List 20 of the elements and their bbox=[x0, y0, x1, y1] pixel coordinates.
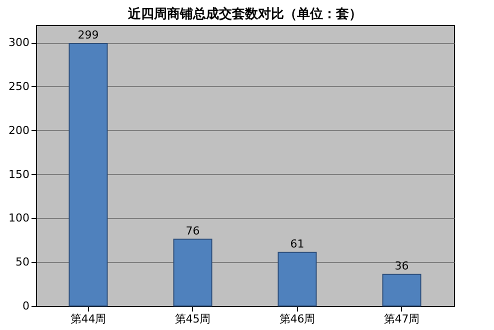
x-tick-label: 第46周 bbox=[279, 312, 316, 326]
chart-title: 近四周商铺总成交套数对比（单位：套） bbox=[127, 6, 362, 22]
y-tick-label: 250 bbox=[8, 80, 30, 93]
bar bbox=[173, 238, 212, 306]
data-label: 36 bbox=[394, 259, 409, 272]
y-tick-label: 50 bbox=[16, 256, 30, 269]
y-tick-label: 200 bbox=[8, 124, 30, 137]
y-tick-label: 0 bbox=[22, 300, 30, 312]
x-tick-label: 第45周 bbox=[174, 312, 211, 326]
data-label: 76 bbox=[186, 224, 200, 238]
bar bbox=[68, 42, 108, 306]
x-tick-label: 第44周 bbox=[70, 312, 106, 326]
bar bbox=[278, 252, 317, 306]
bar bbox=[382, 274, 422, 306]
y-tick-label: 100 bbox=[8, 212, 30, 225]
data-label: 299 bbox=[78, 28, 99, 42]
data-label: 61 bbox=[290, 237, 304, 250]
y-tick-label: 150 bbox=[8, 168, 30, 181]
x-tick-label: 第47周 bbox=[384, 312, 420, 326]
y-tick-label: 300 bbox=[8, 36, 30, 50]
